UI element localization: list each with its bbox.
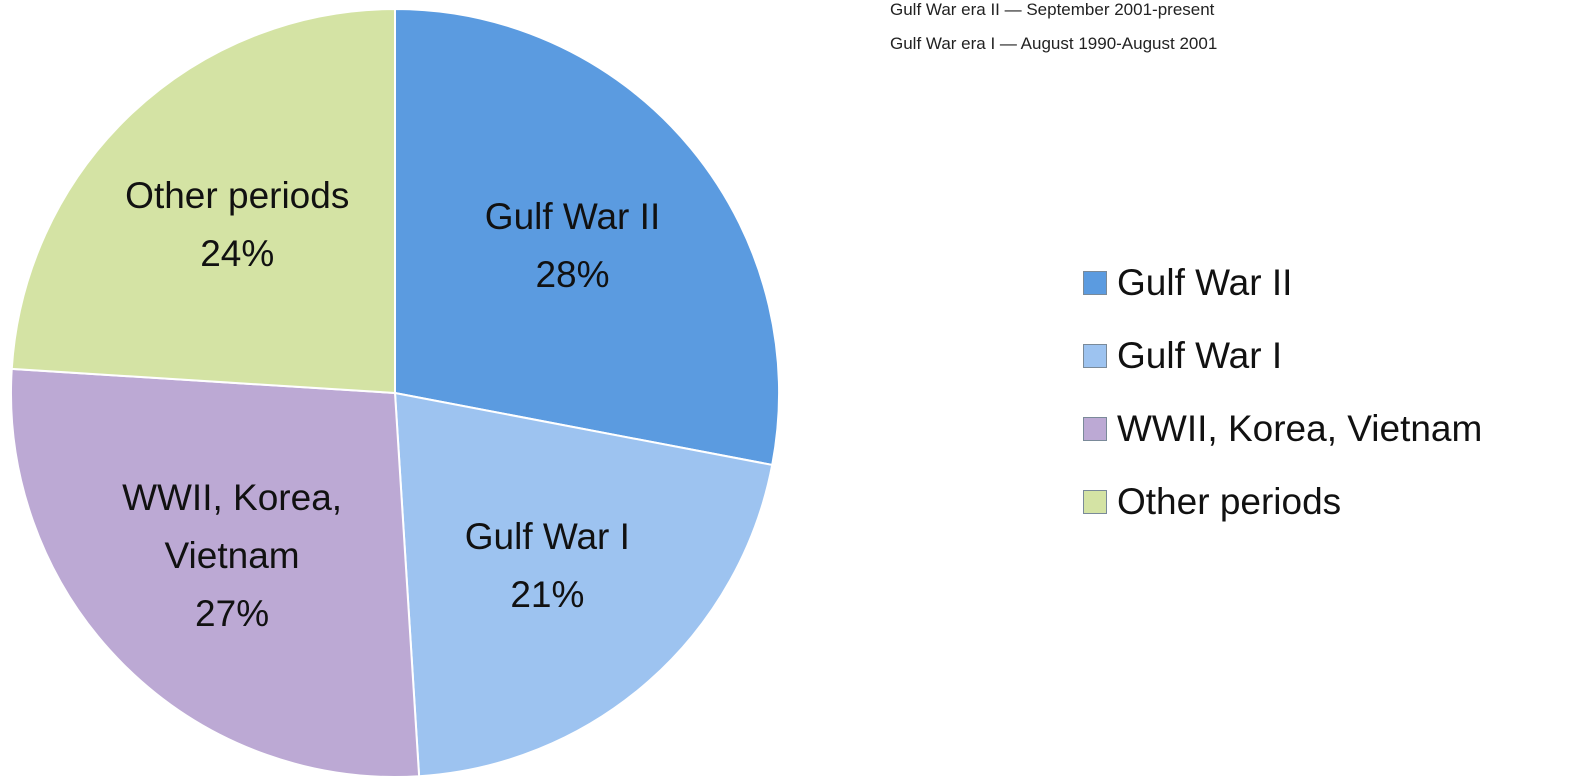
legend-label: Gulf War II <box>1117 261 1293 303</box>
legend-label: WWII, Korea, Vietnam <box>1117 407 1483 449</box>
legend-swatch <box>1083 270 1107 295</box>
legend-swatch <box>1083 416 1107 441</box>
pie-slice <box>10 367 421 778</box>
slice-category: WWII, Korea, Vietnam <box>122 476 343 576</box>
legend-label: Other periods <box>1117 480 1342 522</box>
slice-value: 28% <box>535 254 610 296</box>
pie-slice <box>394 7 780 467</box>
annotation: Gulf War era II — September 2001-present <box>890 0 1215 19</box>
slice-category: Other periods <box>125 175 350 217</box>
legend-item: Gulf War II <box>1083 246 1482 319</box>
legend: Gulf War II Gulf War I WWII, Korea, Vietna… <box>1083 246 1482 538</box>
slice-category: Gulf War I <box>464 515 630 557</box>
slice-value: 21% <box>510 573 585 615</box>
legend-item: Gulf War I <box>1083 319 1482 392</box>
legend-item: WWII, Korea, Vietnam <box>1083 392 1482 465</box>
legend-swatch <box>1083 489 1107 514</box>
slice-value: 24% <box>200 233 275 275</box>
slice-category: Gulf War II <box>484 196 661 238</box>
slice-value: 27% <box>195 592 270 634</box>
pie-slice <box>10 7 396 395</box>
slice-label: Other periods 24% <box>87 167 387 283</box>
slice-label: Gulf War I 21% <box>397 508 697 624</box>
legend-swatch <box>1083 343 1107 368</box>
slice-label: Gulf War II 28% <box>423 188 723 304</box>
annotation: Gulf War era I — August 1990-August 2001 <box>890 34 1218 53</box>
pie-slice <box>393 391 774 778</box>
legend-item: Other periods <box>1083 465 1482 538</box>
slice-label: WWII, Korea, Vietnam 27% <box>82 469 382 643</box>
legend-label: Gulf War I <box>1117 334 1283 376</box>
